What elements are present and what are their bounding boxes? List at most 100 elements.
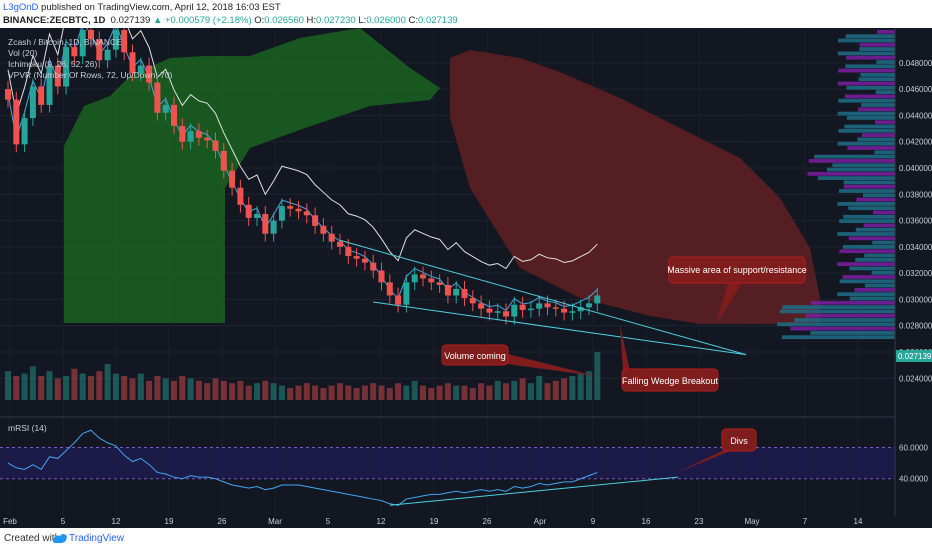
volume-bar (21, 373, 28, 400)
author-link[interactable]: L3gOnD (3, 2, 39, 13)
candle-body (287, 206, 294, 209)
candle-body (353, 256, 360, 259)
volume-bar (29, 366, 36, 400)
time-tick-label: 5 (61, 517, 66, 526)
volume-bar (38, 376, 45, 400)
vpvr-row (854, 288, 895, 292)
annotation-volume[interactable]: Volume coming (441, 344, 596, 376)
volume-bar (13, 376, 20, 400)
candle-body (444, 284, 451, 296)
volume-bar (577, 373, 584, 400)
volume-bar (320, 388, 327, 400)
time-tick-label: 12 (377, 517, 386, 526)
rsi-tick-label: 40.0000 (899, 475, 928, 484)
vpvr-row (810, 300, 895, 305)
volume-bar (312, 385, 319, 400)
volume-bar (411, 380, 418, 400)
annotation-wedge-pointer (620, 325, 630, 371)
vpvr-row (777, 322, 895, 327)
vpvr-row (843, 180, 895, 185)
candle-body (552, 307, 559, 309)
publish-text: published on TradingView.com, April 12, … (38, 2, 281, 13)
last-price: 0.027139 (110, 15, 151, 26)
vpvr-row (779, 309, 895, 314)
vpvr-row (842, 275, 895, 279)
volume-bar (544, 383, 551, 400)
candle-body (54, 65, 61, 87)
price-tick-label: 0.024000 (899, 374, 932, 383)
volume-profile (777, 30, 895, 340)
current-price-tag-box (896, 350, 932, 362)
price-tick-label: 0.028000 (899, 322, 932, 331)
vpvr-row (874, 150, 895, 155)
volume-bar (220, 380, 227, 400)
volume-bar (112, 373, 119, 400)
vpvr-row (790, 326, 895, 331)
candle-body (162, 104, 169, 113)
vpvr-row (849, 296, 895, 301)
volume-bar (345, 385, 352, 400)
volume-bar (46, 371, 53, 400)
volume-bar (71, 368, 78, 400)
candle-body (270, 220, 277, 234)
volume-bar (469, 388, 476, 400)
legend-vpvr: VPVR (Number Of Rows, 72, Up/Down, 70) (8, 70, 173, 80)
annotation-wedge-text: Falling Wedge Breakout (622, 376, 718, 386)
volume-bar (494, 380, 501, 400)
annotation-support[interactable]: Massive area of support/resistance (667, 256, 807, 324)
vpvr-row (847, 146, 895, 150)
price-tick-label: 0.032000 (899, 269, 932, 278)
volume-bar (519, 378, 526, 400)
vpvr-row (832, 163, 895, 168)
vpvr-row (839, 219, 895, 223)
candle-body (411, 274, 418, 283)
volume-bar (561, 378, 568, 400)
vpvr-row (807, 171, 895, 176)
publish-info: L3gOnD published on TradingView.com, Apr… (3, 2, 281, 13)
candle-body (577, 307, 584, 312)
current-price-tag: 0.027139 (896, 350, 932, 362)
vpvr-row (839, 279, 895, 284)
vpvr-row (859, 47, 895, 51)
annotation-wedge[interactable]: Falling Wedge Breakout (620, 325, 719, 392)
volume-bar (328, 385, 335, 400)
vpvr-row (845, 64, 895, 69)
vpvr-row (837, 51, 895, 56)
volume-bar (254, 383, 260, 400)
candle-body (536, 303, 543, 309)
vpvr-row (837, 232, 895, 236)
candle-body (569, 311, 576, 313)
vpvr-row (782, 305, 895, 309)
candle-body (337, 241, 343, 247)
price-tick-label: 0.040000 (899, 164, 932, 173)
current-price-tag-text: 0.027139 (898, 352, 932, 361)
open-label: O: (254, 15, 265, 26)
candle-body (511, 304, 518, 317)
price-tick-label: 0.030000 (899, 295, 932, 304)
vpvr-row (808, 159, 895, 163)
candle-body (361, 258, 368, 263)
vpvr-row (874, 120, 895, 125)
price-tick-label: 0.036000 (899, 217, 932, 226)
candle-body (254, 214, 260, 218)
ohlc-line: BINANCE:ZECBTC, 1D 0.027139 ▲ +0.000579 … (3, 15, 458, 26)
chart-canvas[interactable]: 0.048000 0.046000 0.044000 0.042000 0.040000… (0, 0, 932, 528)
candle-body (386, 282, 393, 296)
price-tick-label: 0.044000 (899, 111, 932, 120)
vpvr-row (876, 60, 895, 64)
rsi-band (0, 447, 895, 479)
chart-legend: Zcash / Bitcoin, 1D, BINANCE Vol (20) Ic… (8, 37, 173, 433)
annotation-divs[interactable]: Divs (676, 428, 757, 473)
volume-bar (353, 388, 360, 400)
annotation-divs-pointer (676, 451, 730, 473)
candle-body (469, 298, 476, 304)
vpvr-row (837, 81, 895, 86)
candle-body (204, 137, 211, 141)
candle-body (428, 278, 435, 283)
chart-frame[interactable]: 0.048000 0.046000 0.044000 0.042000 0.040000… (0, 0, 932, 528)
vpvr-row (858, 107, 895, 112)
volume-bar (594, 352, 601, 400)
footer-brand[interactable]: TradingView (69, 533, 125, 544)
volume-bar (121, 376, 128, 400)
axes: 0.048000 0.046000 0.044000 0.042000 0.040000… (3, 28, 932, 528)
